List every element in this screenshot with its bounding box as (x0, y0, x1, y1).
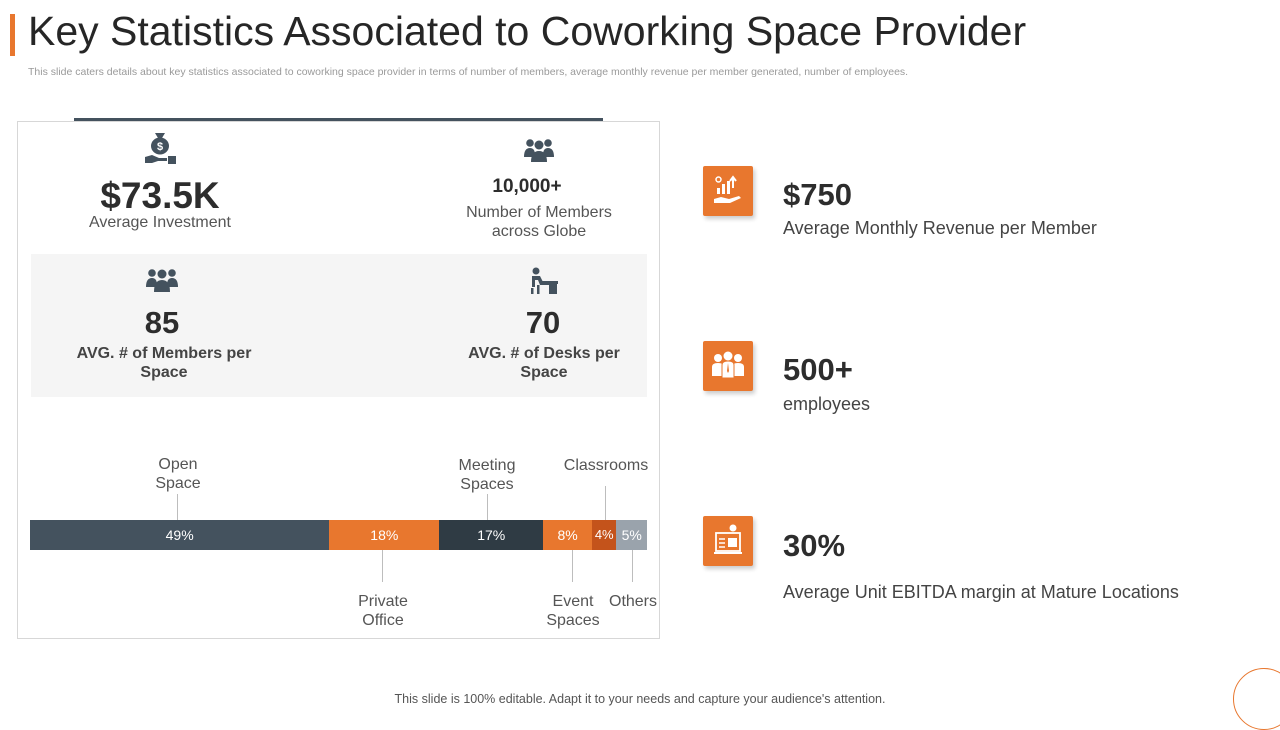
page-title: Key Statistics Associated to Coworking S… (28, 8, 1027, 54)
members-label-line1: Number of Members (466, 204, 612, 221)
investment-label: Average Investment (88, 214, 232, 231)
bar-segment-event-spaces: 8% (543, 520, 592, 550)
decorative-circle (1233, 668, 1280, 730)
label-others: Others (608, 593, 658, 610)
members-value: 10,000+ (492, 176, 562, 197)
avg-members-value: 85 (144, 305, 180, 340)
label-private-office: Private Office (358, 593, 408, 629)
label-event-spaces: Event Spaces (546, 593, 600, 629)
revenue-hand-icon (703, 166, 753, 216)
stat-employees-label: employees (783, 394, 871, 414)
stats-panel (17, 121, 660, 639)
meeting-spaces-leader (487, 494, 488, 520)
others-leader (632, 550, 633, 582)
avg-desks-value: 70 (525, 305, 561, 340)
bar-segment-others: 5% (616, 520, 647, 550)
stat-ebitda-label: Average Unit EBITDA margin at Mature Loc… (783, 582, 1179, 602)
group-icon (145, 267, 179, 293)
stat-revenue-label: Average Monthly Revenue per Member (783, 218, 1097, 238)
label-meeting-spaces: Meeting Spaces (458, 457, 516, 493)
stat-employees-value: 500+ (783, 352, 853, 387)
private-office-leader (382, 550, 383, 582)
investment-value: $73.5K (100, 175, 220, 216)
label-open-space: Open Space (155, 456, 201, 492)
avg-desks-label-line2: Space (520, 364, 568, 381)
avg-members-label-line2: Space (140, 364, 188, 381)
stat-revenue-value: $750 (783, 177, 852, 212)
members-label-line2: across Globe (491, 223, 587, 240)
panel-top-line (74, 118, 603, 121)
panel-grey-band (31, 254, 647, 397)
classrooms-leader (605, 486, 606, 520)
report-icon (703, 516, 753, 566)
event-spaces-leader (572, 550, 573, 582)
team-icon (523, 137, 555, 163)
title-accent-bar (10, 14, 15, 56)
bar-segment-meeting-spaces: 17% (439, 520, 544, 550)
page-subtitle: This slide caters details about key stat… (28, 66, 909, 78)
employees-icon (703, 341, 753, 391)
footer-note: This slide is 100% editable. Adapt it to… (394, 692, 886, 706)
avg-desks-label-line1: AVG. # of Desks per (468, 345, 620, 362)
svg-text:$: $ (157, 141, 163, 153)
money-bag-icon: $ (145, 131, 177, 167)
stat-ebitda-value: 30% (783, 528, 846, 563)
bar-segment-open-space: 49% (30, 520, 330, 550)
bar-segment-private-office: 18% (329, 520, 440, 550)
open-space-leader (177, 494, 178, 520)
bar-segment-classrooms: 4% (592, 520, 617, 550)
desk-icon (529, 267, 559, 295)
avg-members-label-line1: AVG. # of Members per (76, 345, 252, 362)
label-classrooms: Classrooms (563, 457, 649, 474)
